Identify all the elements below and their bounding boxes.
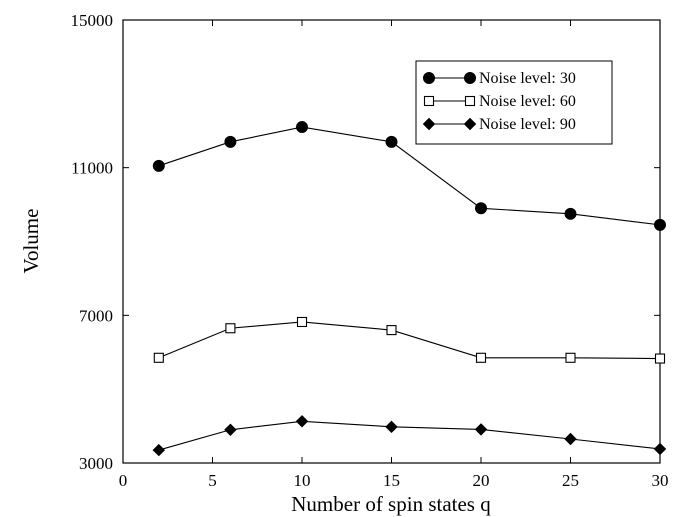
legend-item: Noise level: 90 xyxy=(422,116,576,133)
x-tick-label: 0 xyxy=(119,471,128,490)
data-point xyxy=(564,207,577,220)
y-tick-label: 3000 xyxy=(79,454,113,473)
legend-marker xyxy=(464,72,476,84)
legend-label: Noise level: 60 xyxy=(479,93,576,110)
x-tick-label: 15 xyxy=(383,471,400,490)
legend-marker xyxy=(423,72,435,84)
legend-item: Noise level: 60 xyxy=(423,93,576,110)
legend-item: Noise level: 30 xyxy=(423,70,576,87)
data-point xyxy=(224,135,237,148)
data-point xyxy=(654,218,666,231)
data-point xyxy=(653,442,667,456)
x-tick-label: 20 xyxy=(473,471,490,490)
data-point xyxy=(225,323,236,334)
data-series xyxy=(152,121,667,457)
legend-label: Noise level: 90 xyxy=(479,116,576,133)
data-point xyxy=(474,423,488,436)
legend-marker xyxy=(422,117,436,131)
data-point xyxy=(385,135,398,148)
series-1 xyxy=(152,121,666,231)
data-point xyxy=(152,159,165,172)
data-point xyxy=(296,121,308,134)
series-line xyxy=(158,420,661,451)
legend-marker xyxy=(463,117,477,131)
x-tick-label: 5 xyxy=(208,471,217,490)
data-point xyxy=(386,325,397,336)
axis-tick-labels: 0 5 10 15 20 25 30 3000 7000 11000 15000 xyxy=(71,11,669,490)
data-point xyxy=(153,352,164,363)
data-point xyxy=(564,432,577,446)
legend-marker xyxy=(423,95,435,107)
legend-marker xyxy=(464,95,476,107)
data-point xyxy=(565,352,576,363)
series-3 xyxy=(152,415,667,457)
data-point xyxy=(295,415,309,428)
legend-label: Noise level: 30 xyxy=(479,70,576,87)
y-tick-label: 11000 xyxy=(71,159,113,178)
legend-box xyxy=(415,60,613,145)
axis-ticks xyxy=(122,19,661,464)
data-point xyxy=(475,202,487,215)
data-point xyxy=(296,316,308,328)
x-tick-label: 10 xyxy=(294,471,311,490)
data-point xyxy=(224,423,237,436)
series-2 xyxy=(153,316,666,364)
x-axis-label: Number of spin states q xyxy=(291,492,491,516)
data-point xyxy=(385,420,398,434)
x-tick-label: 30 xyxy=(652,471,669,490)
data-point xyxy=(654,353,666,364)
x-tick-label: 25 xyxy=(562,471,579,490)
legend: Noise level: 30 Noise level: 60 Noise leve… xyxy=(415,60,613,145)
data-point xyxy=(152,443,166,457)
data-point xyxy=(475,352,487,363)
y-axis-label: Volume xyxy=(19,209,43,274)
y-tick-label: 15000 xyxy=(71,11,114,30)
y-tick-label: 7000 xyxy=(79,306,113,325)
